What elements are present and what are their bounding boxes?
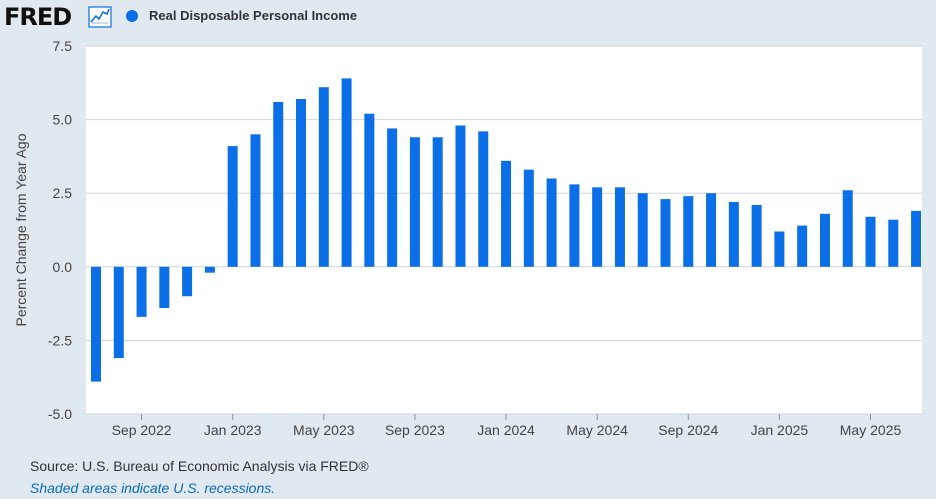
x-tick-label: Jan 2023	[204, 422, 262, 438]
bar[interactable]	[523, 169, 534, 267]
bar[interactable]	[227, 146, 238, 267]
chart-header: FRED Real Disposable Personal Income	[0, 0, 936, 34]
bar[interactable]	[774, 231, 785, 267]
bar[interactable]	[409, 137, 420, 267]
bar[interactable]	[387, 128, 398, 267]
bar[interactable]	[683, 196, 694, 267]
bar[interactable]	[546, 178, 557, 267]
bar[interactable]	[888, 219, 899, 267]
legend: Real Disposable Personal Income	[126, 8, 357, 23]
bar[interactable]	[478, 131, 489, 267]
line-chart-icon	[88, 6, 112, 28]
bar[interactable]	[455, 125, 466, 267]
y-tick-label: 7.5	[53, 38, 73, 54]
chart-area: 7.5 5.0 2.5 0.0 -2.5 -5.0 Sep 2022 Jan 2023 May…	[13, 38, 922, 438]
bar[interactable]	[136, 266, 147, 317]
y-axis-label: Percent Change from Year Ago	[13, 133, 29, 326]
bar[interactable]	[273, 101, 284, 267]
gridlines	[86, 45, 922, 415]
source-text: Source: U.S. Bureau of Economic Analysis…	[30, 458, 369, 474]
x-tick-label: Sep 2024	[658, 422, 718, 438]
bar[interactable]	[706, 193, 717, 267]
bar[interactable]	[614, 187, 625, 267]
bar[interactable]	[911, 210, 922, 267]
bar[interactable]	[592, 187, 603, 267]
bar[interactable]	[660, 199, 671, 267]
x-tick-label: Jan 2025	[751, 422, 809, 438]
bar[interactable]	[501, 160, 512, 267]
bar[interactable]	[341, 78, 352, 267]
chart-footer: Source: U.S. Bureau of Economic Analysis…	[30, 455, 369, 499]
bar[interactable]	[364, 113, 375, 267]
recession-note[interactable]: Shaded areas indicate U.S. recessions.	[30, 480, 276, 496]
legend-label[interactable]: Real Disposable Personal Income	[149, 8, 358, 23]
x-tick-label: Jan 2024	[477, 422, 535, 438]
bar[interactable]	[819, 213, 830, 267]
y-tick-label: 5.0	[53, 112, 73, 128]
bar[interactable]	[159, 266, 170, 309]
bar[interactable]	[637, 193, 648, 267]
bar[interactable]	[91, 266, 101, 382]
x-axis-ticks: Sep 2022 Jan 2023 May 2023 Sep 2023 Jan 2024…	[112, 414, 902, 438]
bar[interactable]	[113, 266, 124, 359]
x-tick-label: May 2024	[566, 422, 628, 438]
y-tick-label: -5.0	[48, 406, 72, 422]
bar[interactable]	[250, 134, 261, 267]
bar[interactable]	[751, 204, 762, 267]
y-tick-label: 2.5	[53, 185, 73, 201]
bar[interactable]	[296, 98, 307, 267]
bar[interactable]	[842, 190, 853, 267]
x-tick-label: May 2023	[293, 422, 355, 438]
bar[interactable]	[569, 184, 580, 267]
x-tick-label: Sep 2023	[385, 422, 445, 438]
bar[interactable]	[797, 225, 808, 267]
bar[interactable]	[204, 266, 215, 273]
y-tick-label: 0.0	[53, 259, 73, 275]
bar[interactable]	[432, 137, 443, 267]
bar[interactable]	[318, 87, 329, 267]
fred-logo[interactable]: FRED	[4, 3, 72, 31]
bars[interactable]	[91, 78, 922, 382]
y-axis-ticks: 7.5 5.0 2.5 0.0 -2.5 -5.0	[48, 38, 72, 422]
x-tick-label: May 2025	[840, 422, 902, 438]
y-tick-label: -2.5	[48, 332, 72, 348]
bar[interactable]	[865, 216, 876, 267]
bar[interactable]	[728, 202, 739, 267]
x-tick-label: Sep 2022	[112, 422, 172, 438]
legend-swatch	[126, 9, 138, 22]
bar[interactable]	[182, 266, 193, 297]
